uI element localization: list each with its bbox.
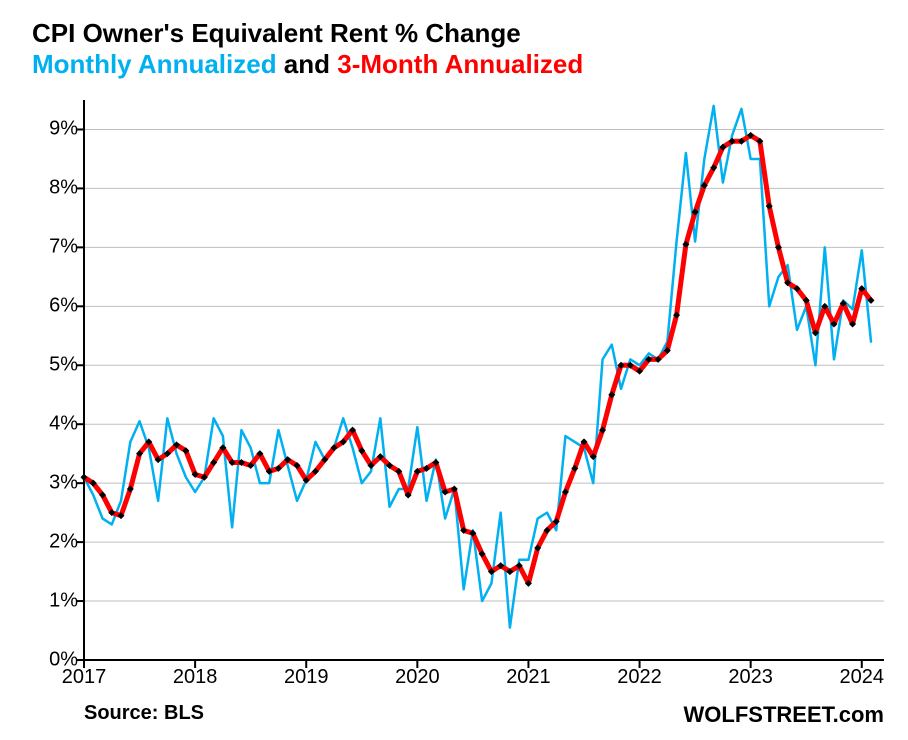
title-line-2: Monthly Annualized and 3-Month Annualize… [32, 49, 583, 80]
y-tick-label: 3% [18, 472, 78, 495]
x-tick-label: 2018 [173, 666, 218, 689]
x-tick-label: 2022 [617, 666, 662, 689]
y-tick-label: 8% [18, 177, 78, 200]
title-line-1: CPI Owner's Equivalent Rent % Change [32, 18, 583, 49]
chart-container: CPI Owner's Equivalent Rent % Change Mon… [0, 0, 908, 740]
plot-area [84, 100, 884, 660]
x-tick-label: 2020 [395, 666, 440, 689]
x-tick-label: 2019 [284, 666, 329, 689]
y-tick-label: 7% [18, 236, 78, 259]
brand-label: WOLFSTREET.com [684, 702, 884, 728]
x-tick-label: 2021 [506, 666, 551, 689]
x-tick-label: 2024 [840, 666, 885, 689]
y-tick-label: 9% [18, 118, 78, 141]
source-label: Source: BLS [84, 702, 204, 725]
x-tick-label: 2023 [728, 666, 773, 689]
y-tick-label: 1% [18, 590, 78, 613]
y-tick-label: 2% [18, 531, 78, 554]
title-series-3month: 3-Month Annualized [337, 49, 583, 79]
y-tick-label: 5% [18, 354, 78, 377]
title-and: and [277, 49, 338, 79]
y-tick-label: 6% [18, 295, 78, 318]
chart-title: CPI Owner's Equivalent Rent % Change Mon… [32, 18, 583, 80]
x-tick-label: 2017 [62, 666, 107, 689]
title-series-monthly: Monthly Annualized [32, 49, 277, 79]
y-tick-label: 4% [18, 413, 78, 436]
chart-svg [84, 100, 884, 660]
